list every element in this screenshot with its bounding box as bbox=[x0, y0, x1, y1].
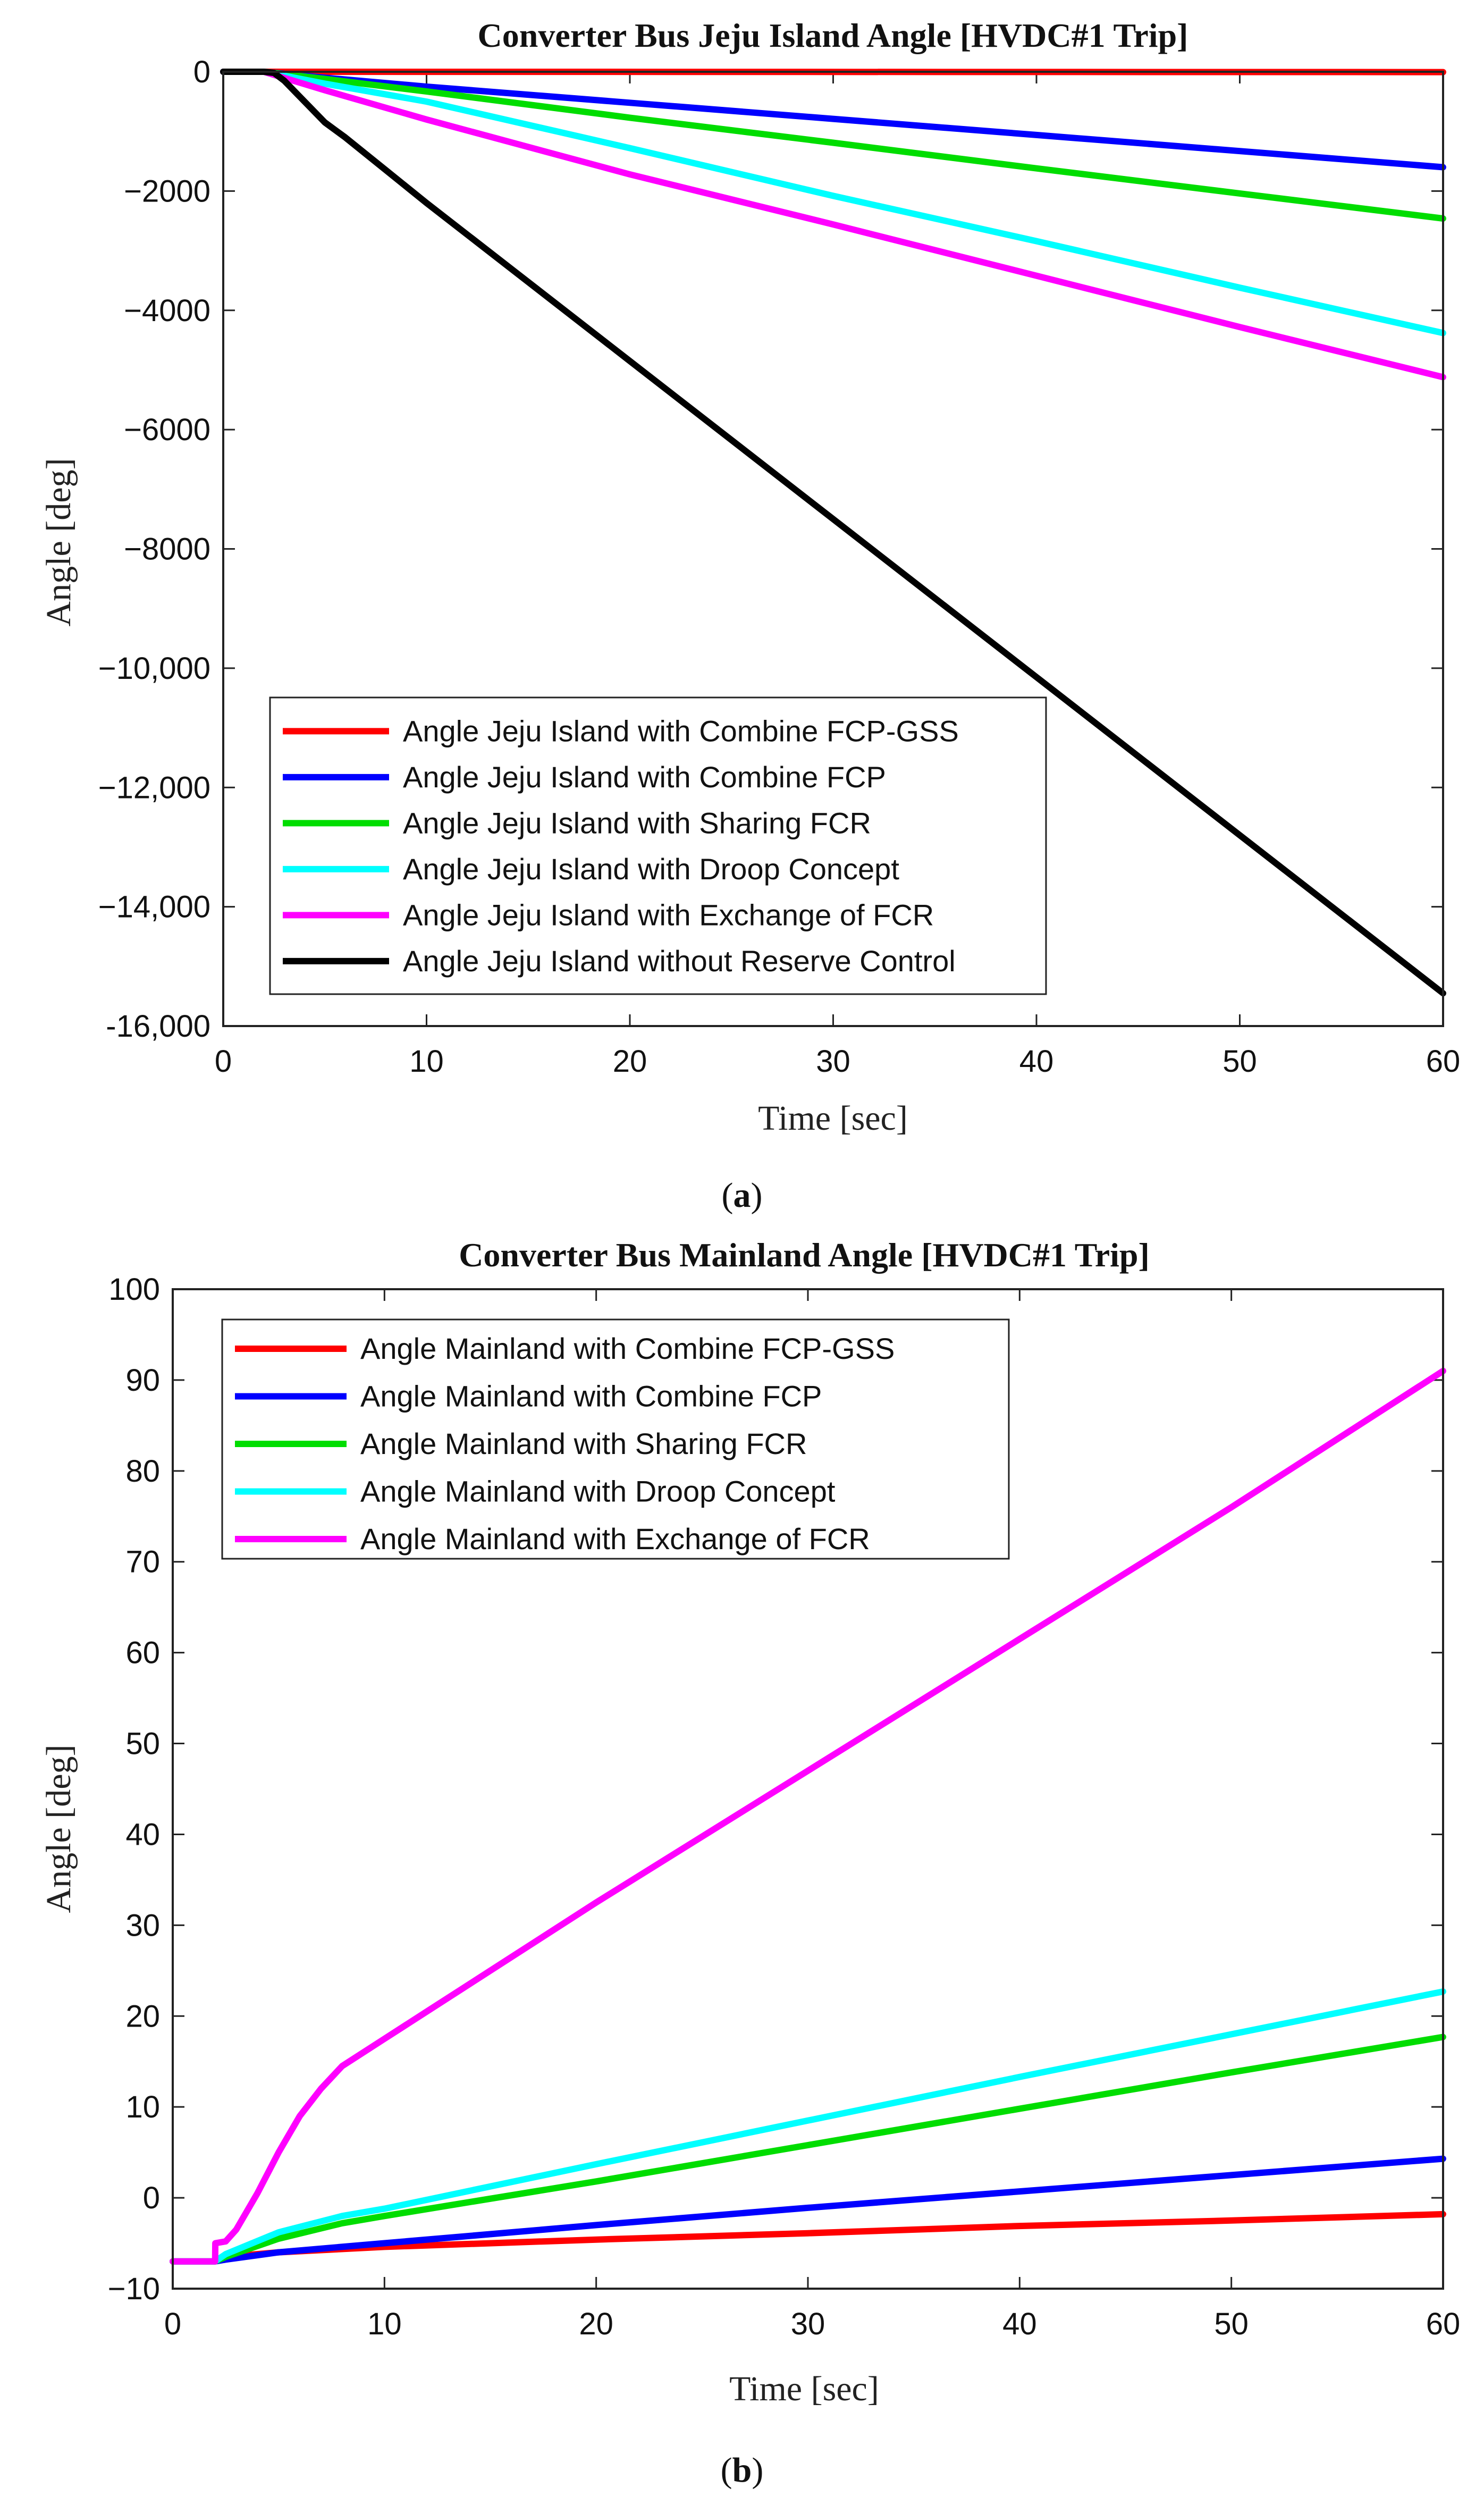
chart-b-legend-label-3: Angle Mainland with Sharing FCR bbox=[360, 1427, 807, 1460]
chart-b-ytick-label: −10 bbox=[108, 2272, 160, 2306]
chart-b-legend: Angle Mainland with Combine FCP-GSS Angle… bbox=[221, 1318, 1010, 1560]
chart-a-xtick-label: 0 bbox=[215, 1044, 232, 1079]
chart-b-xtick-label: 10 bbox=[367, 2307, 402, 2341]
chart-b-ytick-label: 20 bbox=[125, 1999, 160, 2033]
chart-b-xtick-label: 30 bbox=[791, 2307, 825, 2341]
chart-a-xtick-label: 10 bbox=[409, 1044, 444, 1079]
chart-a-ytick-label: 0 bbox=[193, 55, 210, 89]
chart-a-ytick-label: −8000 bbox=[124, 532, 210, 567]
chart-a-xtick-label: 30 bbox=[816, 1044, 850, 1079]
chart-a-legend-label-6: Angle Jeju Island without Reserve Contro… bbox=[403, 944, 956, 978]
chart-a-xtick-label: 60 bbox=[1426, 1044, 1461, 1079]
chart-b-xtick-label: 60 bbox=[1426, 2307, 1461, 2341]
chart-b-plot-border bbox=[172, 1288, 1444, 2290]
chart-a: Converter Bus Jeju Island Angle [HVDC#1 … bbox=[39, 16, 1460, 1215]
chart-b-ylabel: Angle [deg] bbox=[39, 1744, 78, 1913]
chart-a-legend-box bbox=[269, 696, 1047, 995]
chart-b-legend-label-1: Angle Mainland with Combine FCP-GSS bbox=[360, 1332, 895, 1365]
chart-b-ytick-label: 70 bbox=[125, 1545, 160, 1579]
chart-b-legend-label-2: Angle Mainland with Combine FCP bbox=[360, 1380, 822, 1413]
chart-b-ytick-label: 100 bbox=[108, 1272, 160, 1307]
chart-a-legend-label-1: Angle Jeju Island with Combine FCP-GSS bbox=[403, 714, 959, 747]
chart-b-ytick-label: 30 bbox=[125, 1908, 160, 1943]
chart-a-ytick-label: -16,000 bbox=[106, 1009, 210, 1044]
chart-b-legend-label-5: Angle Mainland with Exchange of FCR bbox=[360, 1522, 870, 1556]
chart-b-ytick-label: 60 bbox=[125, 1636, 160, 1670]
chart-b-ytick-label: 40 bbox=[125, 1817, 160, 1852]
chart-a-ytick-label: −14,000 bbox=[98, 890, 210, 925]
chart-b-xtick-label: 0 bbox=[164, 2307, 181, 2341]
chart-a-legend-label-3: Angle Jeju Island with Sharing FCR bbox=[403, 806, 871, 839]
chart-a-ylabel: Angle [deg] bbox=[39, 458, 78, 626]
chart-a-series-line-6 bbox=[220, 69, 1446, 997]
chart-b-legend-label-4: Angle Mainland with Droop Concept bbox=[360, 1475, 836, 1508]
chart-a-plot-border bbox=[222, 71, 1444, 1027]
chart-b-ytick-label: 0 bbox=[143, 2181, 160, 2215]
chart-b-ytick-label: 50 bbox=[125, 1727, 160, 1761]
chart-b-ytick-label: 10 bbox=[125, 2090, 160, 2124]
chart-a-ytick-label: −6000 bbox=[124, 413, 210, 447]
chart-b-xtick-label: 50 bbox=[1214, 2307, 1249, 2341]
chart-b-caption: (b) bbox=[721, 2451, 764, 2490]
chart-b-title: Converter Bus Mainland Angle [HVDC#1 Tri… bbox=[459, 1236, 1150, 1274]
chart-a-ytick-label: −4000 bbox=[124, 293, 210, 328]
chart-a-legend-label-2: Angle Jeju Island with Combine FCP bbox=[403, 760, 886, 794]
chart-b-series-line-4 bbox=[170, 1988, 1446, 2265]
chart-a-legend-label-4: Angle Jeju Island with Droop Concept bbox=[403, 852, 899, 886]
chart-b-ytick-label: 90 bbox=[125, 1363, 160, 1398]
chart-a-ytick-label: −10,000 bbox=[98, 651, 210, 686]
chart-a-legend: Angle Jeju Island with Combine FCP-GSS An… bbox=[269, 696, 1047, 995]
chart-b-xlabel: Time [sec] bbox=[729, 2369, 879, 2408]
chart-b: Converter Bus Mainland Angle [HVDC#1 Tri… bbox=[39, 1236, 1460, 2490]
chart-a-caption: (a) bbox=[722, 1176, 763, 1215]
chart-a-xtick-label: 50 bbox=[1222, 1044, 1257, 1079]
chart-a-xlabel: Time [sec] bbox=[758, 1099, 908, 1138]
chart-a-ytick-label: −12,000 bbox=[98, 770, 210, 805]
chart-a-xtick-label: 40 bbox=[1019, 1044, 1054, 1079]
chart-b-xtick-label: 20 bbox=[579, 2307, 613, 2341]
chart-a-xtick-label: 20 bbox=[613, 1044, 647, 1079]
chart-b-xtick-label: 40 bbox=[1002, 2307, 1037, 2341]
chart-b-series-line-5 bbox=[170, 1367, 1446, 2265]
chart-a-ytick-label: −2000 bbox=[124, 174, 210, 208]
chart-b-ytick-label: 80 bbox=[125, 1454, 160, 1489]
chart-b-legend-box bbox=[221, 1318, 1010, 1560]
chart-a-ticks: 0 10 20 30 40 50 60 0 −2000 −4000 −6000 −8000 −10,00… bbox=[98, 55, 1461, 1079]
chart-a-title: Converter Bus Jeju Island Angle [HVDC#1 … bbox=[478, 16, 1188, 54]
chart-a-legend-label-5: Angle Jeju Island with Exchange of FCR bbox=[403, 898, 934, 931]
